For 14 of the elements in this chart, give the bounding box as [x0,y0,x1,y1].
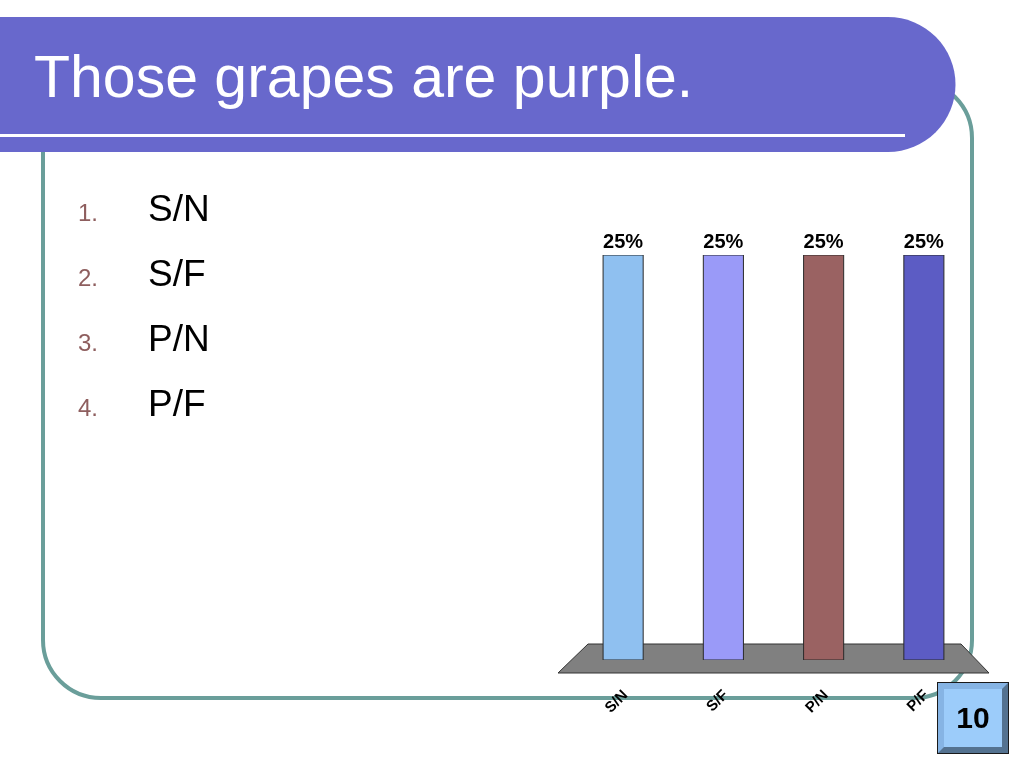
x-tick-label: S/N [600,685,631,716]
text: 2. S/F [78,253,206,294]
data-label: 25% [803,229,844,252]
data-label: 25% [703,229,744,252]
data-label: 25% [603,229,644,252]
data-label: 25% [903,229,945,252]
chart-title: Those grapes are purple. [34,44,694,110]
text: 4. P/F [78,383,206,424]
badge: 10 [938,683,1008,753]
x-tick-label: P/F [902,685,932,715]
x-tick-label: P/N [801,685,832,716]
x-tick-label: S/F [702,685,731,715]
text: 1. S/N [78,188,210,229]
text: 3. P/N [78,318,210,359]
